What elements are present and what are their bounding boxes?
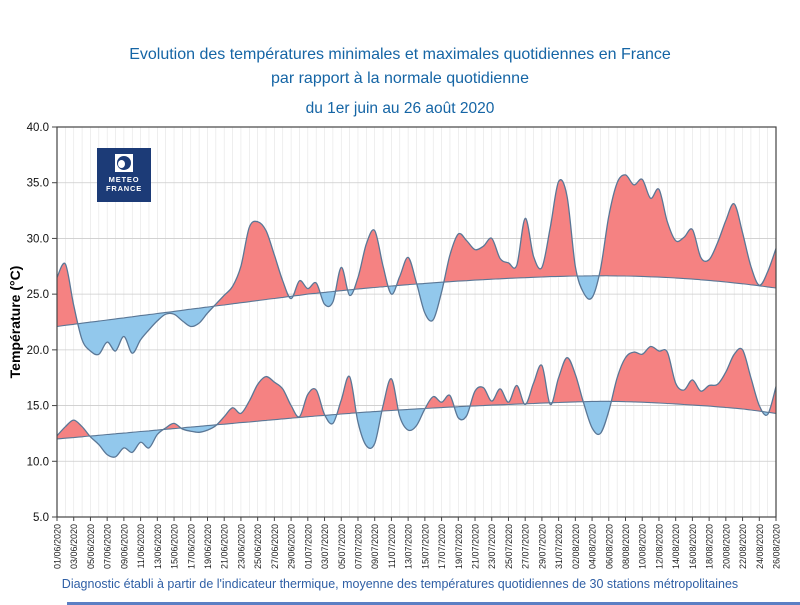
logo-text-line1: METEO (108, 175, 140, 184)
svg-text:31/07/2020: 31/07/2020 (554, 524, 564, 569)
svg-text:11/07/2020: 11/07/2020 (387, 524, 397, 568)
svg-text:18/08/2020: 18/08/2020 (705, 524, 715, 569)
svg-text:15.0: 15.0 (27, 401, 49, 413)
svg-text:22/08/2020: 22/08/2020 (738, 524, 748, 569)
svg-text:21/07/2020: 21/07/2020 (471, 524, 481, 569)
svg-text:15/06/2020: 15/06/2020 (170, 524, 180, 569)
chart-caption: Diagnostic établi à partir de l'indicate… (61, 577, 739, 591)
svg-text:19/07/2020: 19/07/2020 (454, 524, 464, 569)
svg-text:21/06/2020: 21/06/2020 (220, 524, 230, 569)
svg-text:5.0: 5.0 (33, 512, 49, 524)
svg-text:23/06/2020: 23/06/2020 (236, 524, 246, 569)
svg-text:20.0: 20.0 (27, 345, 49, 357)
svg-text:09/07/2020: 09/07/2020 (370, 524, 380, 569)
svg-text:05/06/2020: 05/06/2020 (86, 524, 96, 569)
svg-text:12/08/2020: 12/08/2020 (654, 524, 664, 569)
svg-text:Température (°C): Température (°C) (7, 266, 23, 379)
svg-text:11/06/2020: 11/06/2020 (136, 524, 146, 568)
chart-title-line2: par rapport à la normale quotidienne (271, 70, 529, 87)
svg-text:10.0: 10.0 (27, 456, 49, 468)
svg-text:03/07/2020: 03/07/2020 (320, 524, 330, 569)
svg-text:27/06/2020: 27/06/2020 (270, 524, 280, 569)
svg-text:29/07/2020: 29/07/2020 (537, 524, 547, 569)
svg-text:01/06/2020: 01/06/2020 (53, 524, 63, 569)
svg-text:19/06/2020: 19/06/2020 (203, 524, 213, 569)
svg-text:07/06/2020: 07/06/2020 (103, 524, 113, 569)
svg-text:23/07/2020: 23/07/2020 (487, 524, 497, 569)
svg-text:20/08/2020: 20/08/2020 (721, 524, 731, 569)
logo-text-line2: FRANCE (105, 184, 143, 193)
svg-text:40.0: 40.0 (27, 122, 49, 134)
svg-text:24/08/2020: 24/08/2020 (755, 524, 765, 569)
svg-text:25/07/2020: 25/07/2020 (504, 524, 514, 569)
bottom-divider (67, 602, 800, 605)
svg-text:35.0: 35.0 (27, 178, 49, 190)
svg-text:15/07/2020: 15/07/2020 (420, 524, 430, 569)
svg-text:05/07/2020: 05/07/2020 (337, 524, 347, 569)
svg-text:02/08/2020: 02/08/2020 (571, 524, 581, 569)
svg-text:01/07/2020: 01/07/2020 (303, 524, 313, 569)
svg-text:10/08/2020: 10/08/2020 (638, 524, 648, 569)
svg-text:30.0: 30.0 (27, 233, 49, 245)
svg-text:16/08/2020: 16/08/2020 (688, 524, 698, 569)
meteo-france-icon (115, 154, 133, 172)
chart-title-line1: Evolution des températures minimales et … (129, 46, 671, 63)
svg-text:27/07/2020: 27/07/2020 (521, 524, 531, 569)
svg-text:14/08/2020: 14/08/2020 (671, 524, 681, 569)
svg-text:17/07/2020: 17/07/2020 (437, 524, 447, 569)
svg-text:25.0: 25.0 (27, 289, 49, 301)
meteo-france-logo: METEO FRANCE (97, 148, 151, 202)
svg-text:13/06/2020: 13/06/2020 (153, 524, 163, 569)
svg-text:25/06/2020: 25/06/2020 (253, 524, 263, 569)
svg-text:29/06/2020: 29/06/2020 (287, 524, 297, 569)
svg-text:03/06/2020: 03/06/2020 (69, 524, 79, 569)
svg-text:07/07/2020: 07/07/2020 (353, 524, 363, 569)
svg-text:08/08/2020: 08/08/2020 (621, 524, 631, 569)
svg-text:09/06/2020: 09/06/2020 (119, 524, 129, 569)
svg-text:17/06/2020: 17/06/2020 (186, 524, 196, 569)
svg-text:06/08/2020: 06/08/2020 (604, 524, 614, 569)
chart-subtitle: du 1er juin au 26 août 2020 (305, 100, 495, 117)
svg-text:13/07/2020: 13/07/2020 (404, 524, 414, 569)
svg-text:26/08/2020: 26/08/2020 (772, 524, 782, 569)
svg-text:04/08/2020: 04/08/2020 (588, 524, 598, 569)
